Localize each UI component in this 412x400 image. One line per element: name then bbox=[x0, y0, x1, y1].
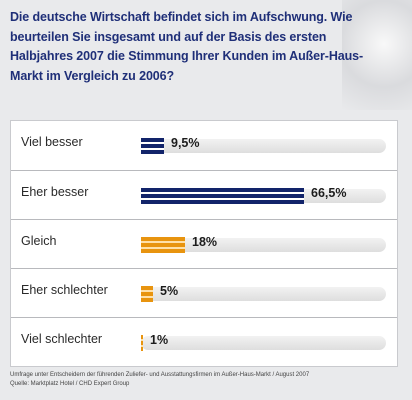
value-label: 18% bbox=[192, 235, 218, 249]
chart-row: Eher schlechter 5% bbox=[11, 268, 397, 318]
bar bbox=[141, 188, 304, 204]
value-label: 1% bbox=[150, 333, 169, 347]
chart-row: Gleich 18% bbox=[11, 219, 397, 269]
category-label: Eher schlechter bbox=[21, 283, 108, 297]
bar-track bbox=[141, 238, 386, 252]
bar bbox=[141, 286, 153, 302]
bar bbox=[141, 335, 143, 351]
bar-track bbox=[141, 336, 386, 350]
bar bbox=[141, 237, 185, 253]
chart-row: Viel besser 9,5% bbox=[11, 121, 397, 170]
value-label: 9,5% bbox=[171, 136, 200, 150]
value-label: 5% bbox=[160, 284, 179, 298]
question-title: Die deutsche Wirtschaft befindet sich im… bbox=[10, 10, 364, 83]
category-label: Viel besser bbox=[21, 135, 83, 149]
chart-row: Viel schlechter 1% bbox=[11, 317, 397, 367]
chart-row: Eher besser 66,5% bbox=[11, 170, 397, 220]
category-label: Gleich bbox=[21, 234, 57, 248]
bar-track bbox=[141, 287, 386, 301]
footer: Umfrage unter Entscheidern der führenden… bbox=[10, 371, 402, 389]
footer-note: Umfrage unter Entscheidern der führenden… bbox=[10, 372, 310, 378]
value-label: 66,5% bbox=[311, 186, 347, 200]
category-label: Viel schlechter bbox=[21, 332, 103, 346]
footer-source: Quelle: Marktplatz Hotel / CHD Expert Gr… bbox=[10, 381, 130, 387]
chart-panel: Viel besser 9,5% Eher besser 66,5% Gleich 18%… bbox=[10, 120, 398, 367]
bar-track bbox=[141, 139, 386, 153]
category-label: Eher besser bbox=[21, 185, 89, 199]
decorative-background bbox=[342, 0, 412, 110]
bar bbox=[141, 138, 164, 154]
